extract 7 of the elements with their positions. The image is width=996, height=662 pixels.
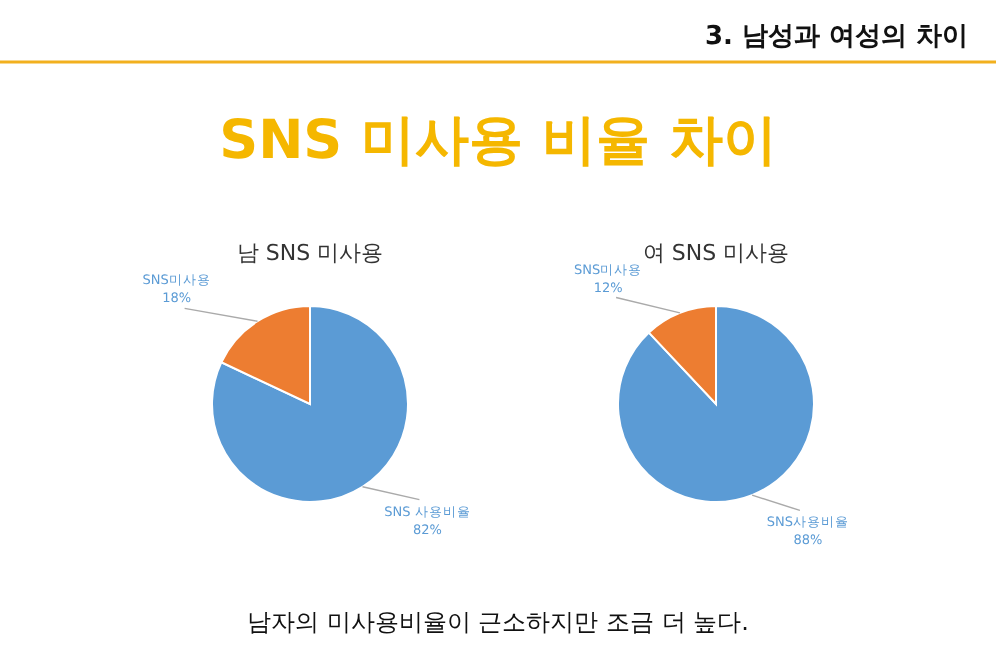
text: 3. 남성과 여성의 차이: [704, 22, 968, 52]
chart-title: 여 SNS 미사용: [642, 240, 790, 266]
text: 남자의 미사용비율이 근소하지만 조금 더 높다.: [247, 608, 749, 636]
pie-slice: [211, 305, 409, 503]
text: SNS 미사용 비율 차이: [219, 110, 777, 172]
chart-title: 남 SNS 미사용: [236, 240, 384, 266]
pie-slice: [617, 305, 815, 503]
